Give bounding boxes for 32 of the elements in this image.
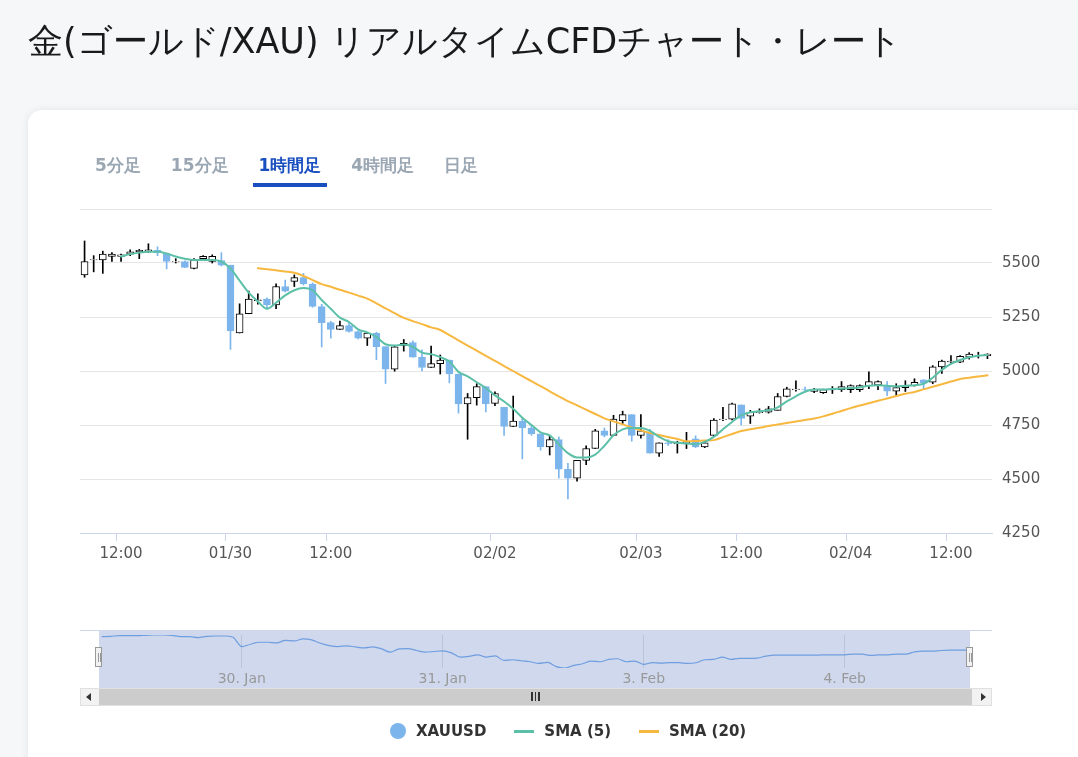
x-tick-label: 31. Jan <box>418 670 467 687</box>
candlestick <box>792 380 800 392</box>
x-tick-label: 01/30 <box>208 543 253 562</box>
x-tick-label: 3. Feb <box>622 670 666 687</box>
y-tick-label: 4750 <box>1002 414 1041 433</box>
x-tick-label: 12:00 <box>719 543 763 562</box>
x-tick-label: 30. Jan <box>217 670 266 687</box>
x-tick-label: 12:00 <box>99 543 143 562</box>
x-tick-label: 02/04 <box>829 543 873 562</box>
legend-label: XAUUSD <box>416 722 487 740</box>
y-tick-label: 4250 <box>1002 522 1041 541</box>
x-tick-label: 4. Feb <box>823 670 867 687</box>
x-tick-label: 02/03 <box>619 543 663 562</box>
text: 日足 <box>443 154 480 177</box>
y-tick-label: 4500 <box>1002 468 1041 487</box>
text: 1時間足 <box>252 154 328 187</box>
legend-label: SMA (5) <box>544 722 612 740</box>
candlestick <box>947 355 955 364</box>
x-tick-label: 12:00 <box>929 543 973 562</box>
y-tick-label: 5500 <box>1002 252 1041 271</box>
chart-title: 金(ゴールド/XAU) リアルタイムCFDチャート・レート <box>28 20 903 63</box>
y-tick-label: 5000 <box>1002 360 1041 379</box>
candlestick <box>719 406 727 422</box>
x-tick-label: 12:00 <box>309 543 353 562</box>
text: 4時間足 <box>350 154 416 177</box>
legend-label: SMA (20) <box>669 722 747 740</box>
text: 5分足 <box>94 154 142 177</box>
y-tick-label: 5250 <box>1002 306 1041 325</box>
text: 15分足 <box>169 154 230 177</box>
candlestick <box>518 417 527 460</box>
x-tick-label: 02/02 <box>473 543 517 562</box>
candlestick <box>564 463 572 500</box>
